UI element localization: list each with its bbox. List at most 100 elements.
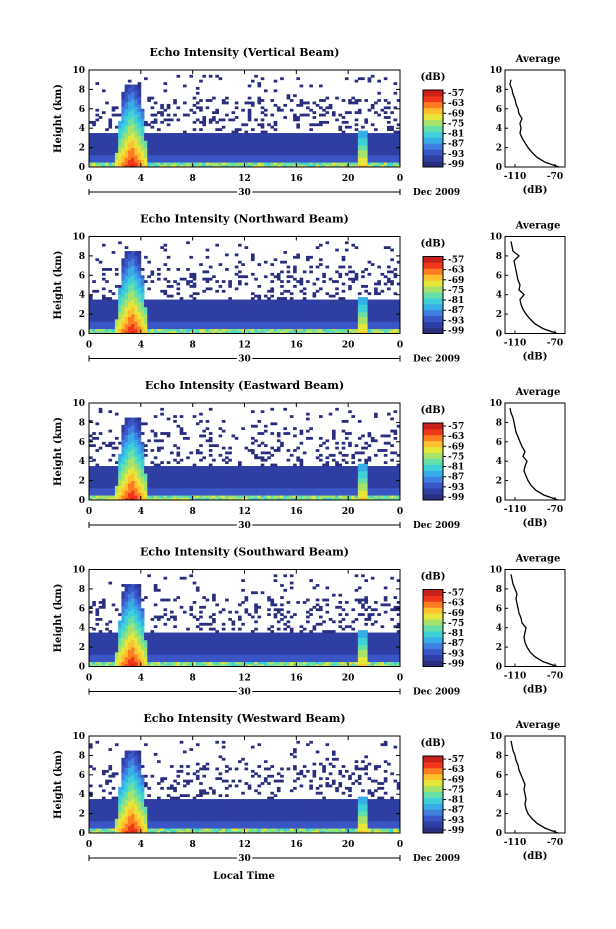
heatmap-cell: [98, 135, 103, 139]
heatmap-cell: [302, 140, 307, 144]
heatmap-cell: [147, 495, 151, 498]
heatmap-cell: [296, 495, 300, 498]
heatmap-cell: [192, 483, 197, 486]
heatmap-cell: [286, 159, 291, 163]
heatmap-cell: [338, 164, 343, 168]
heatmap-cell: [199, 444, 203, 448]
heatmap-cell: [127, 272, 132, 276]
heatmap-cell: [153, 463, 158, 467]
heatmap-cell: [153, 145, 158, 148]
heatmap-cell: [354, 154, 359, 158]
heatmap-cell: [173, 147, 177, 151]
heatmap-cell: [312, 321, 317, 325]
heatmap-cell: [192, 480, 197, 484]
heatmap-cell: [205, 419, 210, 423]
heatmap-cell: [134, 277, 138, 281]
heatmap-cell: [348, 306, 352, 310]
heatmap-cell: [293, 314, 297, 317]
heatmap-cell: [89, 142, 93, 146]
heatmap-cell: [186, 164, 190, 168]
heatmap-cell: [131, 106, 135, 110]
heatmap-cell: [244, 246, 249, 250]
heatmap-cell: [254, 140, 258, 144]
heatmap-cell: [140, 485, 145, 489]
heatmap-cell: [108, 157, 113, 161]
heatmap-cell: [176, 453, 181, 457]
heatmap-cell: [199, 412, 203, 416]
heatmap-cell: [124, 94, 129, 98]
heatmap-cell: [315, 277, 320, 281]
heatmap-cell: [335, 154, 339, 158]
heatmap-cell: [124, 137, 129, 141]
heatmap-cell: [367, 314, 372, 317]
heatmap-cell: [351, 314, 356, 317]
heatmap-cell: [234, 328, 239, 332]
heatmap-cell: [354, 147, 359, 151]
heatmap-cell: [370, 311, 375, 315]
heatmap-cell: [131, 128, 135, 132]
heatmap-cell: [189, 108, 194, 112]
heatmap-cell: [153, 152, 158, 156]
heatmap-cell: [257, 314, 262, 317]
heatmap-cell: [208, 495, 213, 498]
heatmap-cell: [166, 495, 171, 498]
heatmap-cell: [114, 157, 119, 161]
heatmap-cell: [118, 470, 122, 474]
heatmap-cell: [351, 318, 356, 322]
heatmap-cell: [273, 497, 278, 501]
heatmap-cell: [393, 147, 398, 151]
heatmap-cell: [186, 490, 190, 494]
heatmap-cell: [387, 133, 391, 136]
heatmap-cell: [231, 304, 236, 308]
heatmap-cell: [276, 487, 281, 491]
heatmap-cell: [124, 265, 129, 269]
heatmap-cell: [199, 470, 203, 474]
heatmap-cell: [118, 480, 122, 484]
heatmap-cell: [89, 162, 93, 165]
heatmap-cell: [212, 145, 216, 148]
heatmap-cell: [380, 321, 385, 325]
heatmap-cell: [140, 463, 145, 467]
heatmap-cell: [299, 323, 304, 327]
heatmap-cell: [144, 120, 148, 124]
heatmap-cell: [182, 299, 187, 303]
heatmap-cell: [335, 299, 339, 303]
heatmap-cell: [276, 490, 281, 494]
heatmap-cell: [173, 478, 177, 481]
heatmap-cell: [111, 133, 116, 136]
heatmap-cell: [127, 461, 132, 465]
heatmap-cell: [157, 463, 161, 467]
heatmap-cell: [286, 265, 291, 269]
heatmap-cell: [286, 475, 291, 479]
heatmap-cell: [144, 140, 148, 144]
heatmap-cell: [212, 154, 216, 158]
heatmap-cell: [127, 275, 132, 279]
heatmap-cell: [390, 133, 394, 136]
heatmap-cell: [289, 497, 294, 501]
heatmap-cell: [315, 265, 320, 269]
heatmap-cell: [335, 135, 339, 139]
heatmap-cell: [315, 162, 320, 165]
heatmap-cell: [225, 475, 229, 479]
heatmap-cell: [105, 164, 109, 168]
heatmap-cell: [254, 478, 258, 481]
heatmap-cell: [267, 123, 271, 127]
heatmap-cell: [89, 137, 93, 141]
day-label: 30: [238, 188, 251, 198]
heatmap-cell: [276, 439, 281, 443]
heatmap-cell: [348, 311, 352, 315]
heatmap-cell: [131, 456, 135, 460]
heatmap-cell: [150, 466, 155, 469]
heatmap-cell: [140, 323, 145, 327]
heatmap-cell: [296, 253, 300, 257]
heatmap-cell: [134, 318, 138, 322]
heatmap-cell: [118, 145, 122, 148]
heatmap-cell: [186, 133, 190, 136]
heatmap-cell: [241, 473, 245, 477]
heatmap-cell: [322, 321, 326, 325]
heatmap-cell: [134, 162, 138, 165]
heatmap-cell: [383, 133, 388, 136]
heatmap-cell: [199, 120, 203, 124]
heatmap-cell: [179, 309, 184, 313]
